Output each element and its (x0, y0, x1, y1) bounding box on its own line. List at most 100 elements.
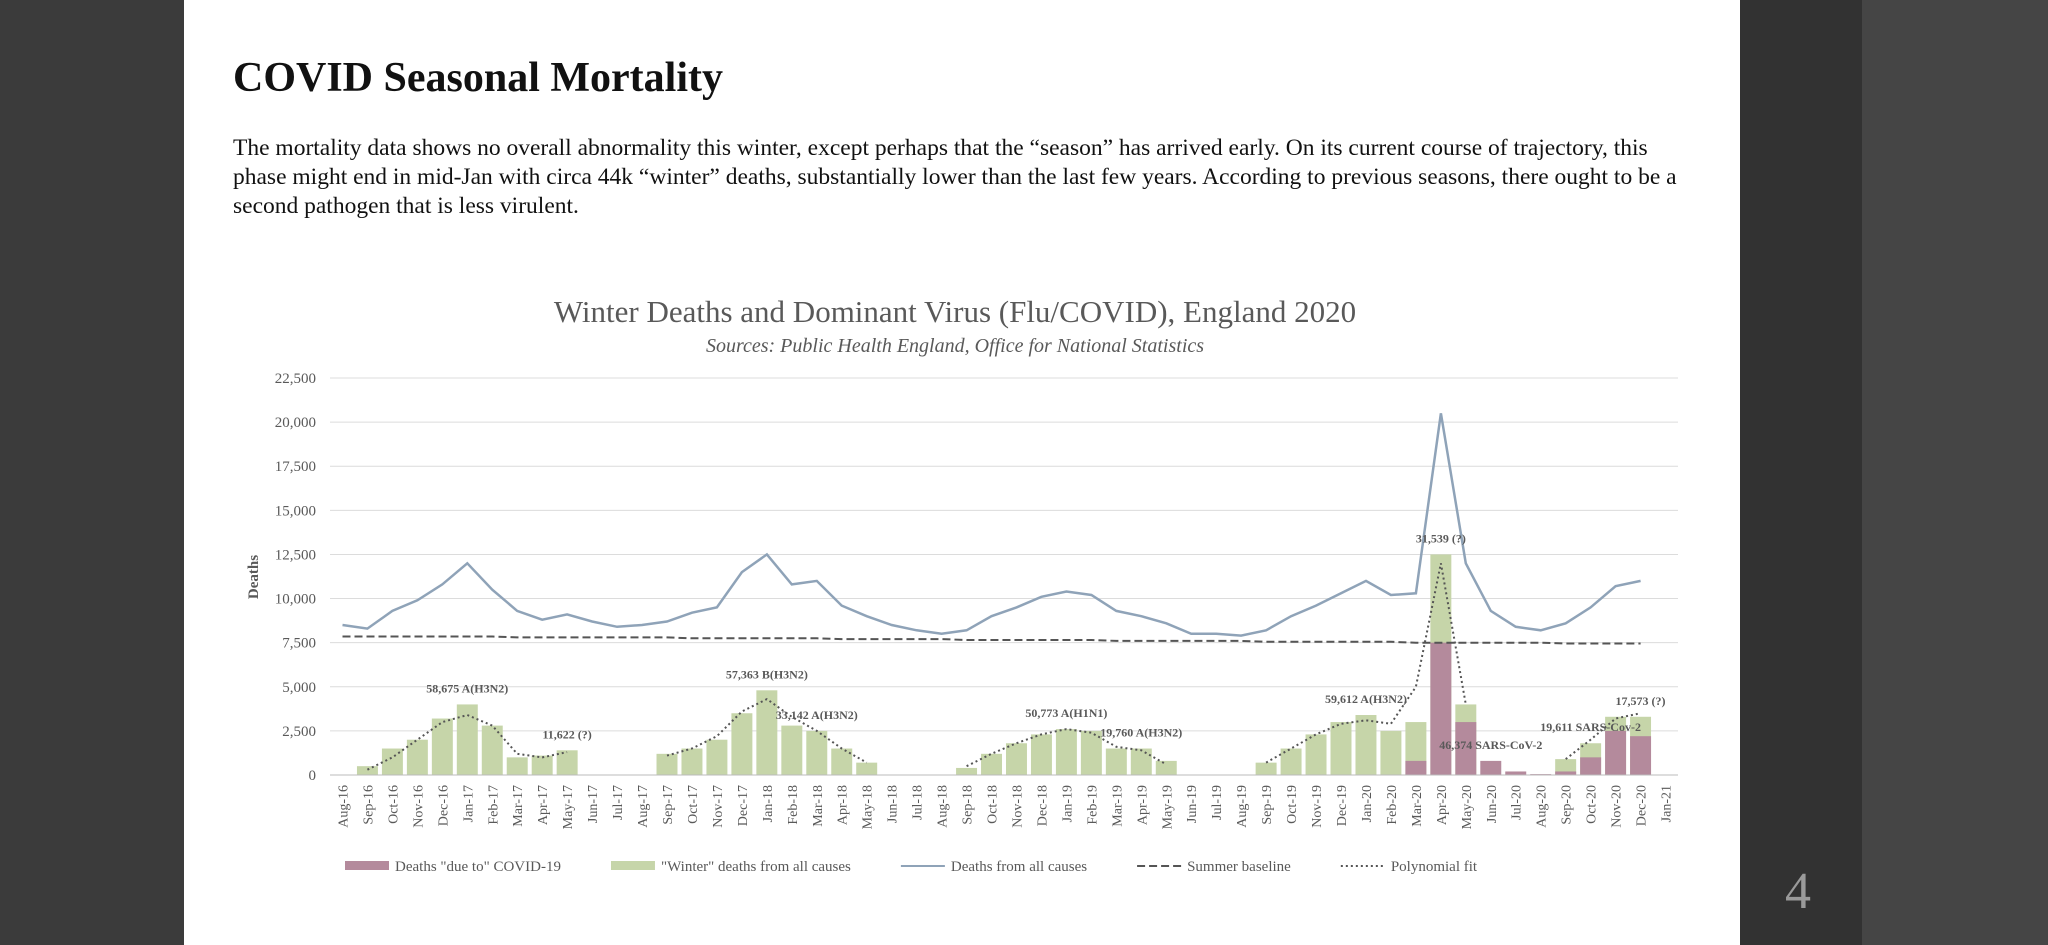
bar (1630, 736, 1652, 775)
x-tick-label: Nov-16 (411, 785, 426, 828)
side-panel (1862, 0, 2048, 945)
y-tick-label: 20,000 (275, 415, 316, 431)
x-tick-label: Sep-20 (1560, 785, 1575, 825)
bar (1155, 760, 1177, 775)
bar (856, 762, 878, 775)
x-tick-label: Aug-18 (936, 785, 951, 828)
x-tick-label: Feb-19 (1085, 785, 1100, 825)
y-axis-title: Deaths (246, 555, 262, 599)
x-tick-label: Jan-21 (1660, 785, 1675, 822)
x-tick-label: Jan-20 (1360, 785, 1375, 822)
x-tick-label: Apr-20 (1435, 785, 1450, 825)
x-tick-label: Nov-17 (711, 785, 726, 828)
bar (681, 748, 703, 775)
bar (806, 730, 828, 775)
x-tick-label: Jan-17 (461, 785, 476, 822)
x-tick-label: Sep-18 (961, 785, 976, 825)
legend-label: Deaths from all causes (951, 859, 1087, 875)
x-tick-label: Dec-19 (1335, 785, 1350, 826)
x-tick-label: Apr-17 (536, 785, 551, 825)
x-tick-label: Jul-18 (911, 785, 926, 820)
y-tick-label: 17,500 (275, 459, 316, 475)
x-tick-label: Sep-19 (1260, 785, 1275, 825)
series-line (342, 635, 1641, 645)
x-tick-label: Jul-17 (611, 785, 626, 820)
bar (756, 690, 778, 775)
bar (356, 766, 378, 775)
bar (1255, 762, 1277, 775)
x-tick-label: May-18 (861, 785, 876, 829)
bar (831, 748, 853, 775)
x-tick-label: Feb-17 (486, 785, 501, 825)
x-tick-label: Nov-19 (1310, 785, 1325, 828)
x-tick-label: Jul-19 (1210, 785, 1225, 820)
bar (706, 739, 728, 775)
bar (1430, 642, 1452, 775)
slide: COVID Seasonal Mortality The mortality d… (184, 0, 1740, 945)
x-tick-label: Oct-19 (1285, 785, 1300, 824)
bar (1480, 760, 1502, 775)
bar (731, 713, 753, 775)
legend-swatch (345, 861, 389, 870)
x-tick-label: Jan-18 (761, 785, 776, 822)
bar (406, 739, 428, 775)
x-tick-label: Mar-18 (811, 785, 826, 827)
bar (1505, 771, 1527, 775)
bar (1280, 748, 1302, 775)
bar (1355, 715, 1377, 775)
y-tick-label: 5,000 (282, 680, 316, 696)
annotation: 58,675 A(H3N2) (426, 681, 508, 695)
slide-body: The mortality data shows no overall abno… (233, 135, 1677, 219)
bar (1305, 734, 1327, 775)
chart-title: Winter Deaths and Dominant Virus (Flu/CO… (554, 294, 1356, 329)
bar (1105, 748, 1127, 775)
bar (956, 767, 978, 775)
annotation: 33,142 A(H3N2) (776, 708, 858, 722)
x-tick-label: Apr-19 (1135, 785, 1150, 825)
annotation: 17,573 (?) (1616, 694, 1666, 708)
legend-label: "Winter" deaths from all causes (661, 859, 851, 875)
x-tick-label: Oct-16 (386, 785, 401, 824)
y-tick-label: 22,500 (275, 371, 316, 387)
bar (981, 753, 1003, 775)
x-tick-label: Jun-17 (586, 785, 601, 823)
y-tick-label: 0 (309, 768, 317, 784)
chart-subtitle: Sources: Public Health England, Office f… (706, 335, 1204, 357)
x-tick-label: Oct-17 (686, 785, 701, 824)
x-tick-label: Mar-19 (1110, 785, 1125, 827)
x-tick-label: Oct-20 (1585, 785, 1600, 824)
y-tick-label: 15,000 (275, 503, 316, 519)
bar (1605, 730, 1627, 775)
bar (531, 755, 553, 775)
x-tick-label: May-20 (1460, 785, 1475, 829)
annotation: 50,773 A(H1N1) (1025, 706, 1107, 720)
y-tick-label: 12,500 (275, 547, 316, 563)
x-tick-label: Jun-20 (1485, 785, 1500, 823)
side-panel (1740, 0, 1862, 945)
x-tick-label: Aug-17 (636, 785, 651, 828)
x-tick-label: Mar-17 (511, 785, 526, 827)
x-tick-label: Dec-20 (1635, 785, 1650, 826)
x-tick-label: Nov-18 (1010, 785, 1025, 828)
y-tick-label: 7,500 (282, 636, 316, 652)
bar (481, 725, 503, 775)
bar (1405, 760, 1427, 775)
bar (1380, 730, 1402, 775)
annotation: 57,363 B(H3N2) (726, 667, 808, 681)
bar (1580, 757, 1602, 775)
bar (1330, 722, 1352, 775)
bar (656, 753, 678, 775)
y-tick-label: 10,000 (275, 592, 316, 608)
x-tick-label: Nov-20 (1610, 785, 1625, 828)
bar (1555, 771, 1577, 775)
x-tick-label: Sep-17 (661, 785, 676, 825)
bar (431, 718, 453, 775)
bar (781, 725, 803, 775)
bar (456, 704, 478, 775)
x-tick-label: Aug-20 (1535, 785, 1550, 828)
x-tick-label: Jun-18 (886, 785, 901, 823)
x-tick-label: Feb-20 (1385, 785, 1400, 825)
bar (1455, 722, 1477, 775)
annotation: 31,539 (?) (1416, 531, 1466, 545)
